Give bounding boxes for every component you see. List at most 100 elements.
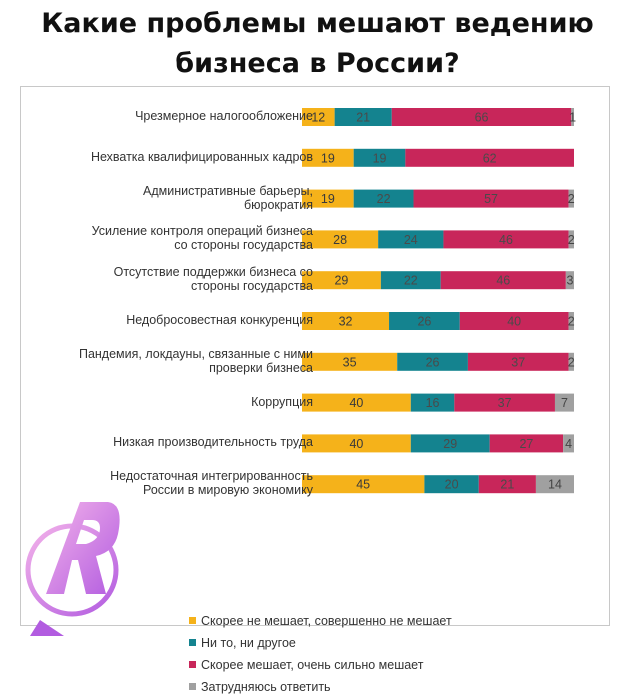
category-label-line: Пандемия, локдауны, связанные с ними bbox=[78, 346, 313, 361]
bar-segment bbox=[302, 271, 381, 290]
category-label-line: проверки бизнеса bbox=[209, 360, 313, 375]
bar-row: 28 24 46 2 bbox=[302, 230, 575, 249]
data-label: 22 bbox=[404, 274, 418, 288]
bar-row: 12 21 66 1 bbox=[302, 108, 576, 126]
bar-segment bbox=[440, 271, 566, 290]
legend-label: Затрудняюсь ответить bbox=[201, 680, 331, 694]
bar-segment bbox=[568, 189, 574, 208]
category-label: Чрезмерное налогообложение bbox=[43, 109, 313, 123]
data-label: 2 bbox=[568, 315, 575, 329]
bar-segment bbox=[410, 434, 490, 453]
category-label-line: Недостаточная интегрированность bbox=[110, 469, 313, 484]
category-label-line: Чрезмерное налогообложение bbox=[135, 109, 313, 123]
category-label-line: Коррупция bbox=[251, 394, 313, 409]
bar-segment bbox=[563, 434, 574, 453]
category-label-line: Недобросовестная конкуренция bbox=[126, 313, 313, 327]
bar-segment bbox=[535, 475, 574, 494]
bar-row: 35 26 37 2 bbox=[302, 352, 575, 371]
data-label: 12 bbox=[311, 111, 325, 125]
data-label: 37 bbox=[498, 396, 512, 410]
data-label: 62 bbox=[483, 151, 497, 165]
category-label: Коррупция bbox=[43, 395, 313, 409]
bar-row: 19 19 62 bbox=[302, 148, 574, 167]
bar-segment bbox=[568, 312, 574, 330]
data-label: 29 bbox=[334, 274, 348, 288]
category-label-line: России в мировую экономику bbox=[143, 483, 313, 498]
bar-segment bbox=[334, 108, 392, 126]
bar-segment bbox=[459, 312, 569, 330]
legend-swatch bbox=[189, 617, 196, 624]
bar-row: 19 22 57 2 bbox=[302, 189, 575, 208]
data-label: 16 bbox=[426, 396, 440, 410]
data-label: 46 bbox=[496, 274, 510, 288]
data-label: 2 bbox=[568, 355, 575, 369]
bar-segment bbox=[378, 230, 444, 249]
category-label-line: Административные барьеры, bbox=[142, 183, 313, 198]
data-label: 19 bbox=[321, 151, 335, 165]
bar-segment bbox=[568, 352, 574, 371]
bar-segment bbox=[302, 230, 379, 249]
bar-segment bbox=[571, 108, 574, 126]
data-label: 26 bbox=[426, 355, 440, 369]
data-label: 21 bbox=[356, 111, 370, 125]
data-label: 21 bbox=[500, 478, 514, 492]
bar-segment bbox=[405, 148, 574, 167]
legend-swatch bbox=[189, 683, 196, 690]
category-label: Отсутствие поддержки бизнеса со стороны г… bbox=[43, 265, 313, 293]
legend-swatch bbox=[189, 661, 196, 668]
data-label: 40 bbox=[349, 396, 363, 410]
category-label: Административные барьеры, бюрократия bbox=[43, 184, 313, 212]
bar-segment bbox=[424, 475, 479, 494]
category-label-line: Нехватка квалифицированных кадров bbox=[90, 149, 313, 164]
bar-segment bbox=[302, 434, 411, 453]
bar-segment bbox=[413, 189, 569, 208]
data-label: 27 bbox=[519, 437, 533, 451]
category-label-line: Усиление контроля операций бизнеса bbox=[91, 224, 313, 239]
bar-segment bbox=[467, 352, 569, 371]
category-label-line: бюрократия bbox=[243, 197, 313, 212]
bar-row: 45 20 21 14 bbox=[302, 475, 574, 494]
bar-segment bbox=[489, 434, 564, 453]
chart-title-line2: бизнеса в России? bbox=[175, 48, 460, 79]
bar-segment bbox=[443, 230, 569, 249]
legend-label: Скорее мешает, очень сильно мешает bbox=[201, 658, 424, 672]
data-label: 46 bbox=[499, 233, 513, 247]
category-label-line: стороны государства bbox=[191, 279, 313, 294]
chart-title: Какие проблемы мешают ведению бизнеса в … bbox=[0, 4, 635, 84]
bar-row: 40 29 27 4 bbox=[302, 434, 574, 453]
data-label: 14 bbox=[548, 478, 562, 492]
category-label: Недобросовестная конкуренция bbox=[43, 313, 313, 327]
data-label: 22 bbox=[377, 192, 391, 206]
data-label: 26 bbox=[417, 315, 431, 329]
bar-segment bbox=[353, 189, 414, 208]
data-label: 45 bbox=[356, 478, 370, 492]
bar-segment bbox=[554, 393, 574, 412]
bar-segment bbox=[568, 230, 574, 249]
bar-segment bbox=[478, 475, 536, 494]
data-label: 28 bbox=[333, 233, 347, 247]
data-label: 7 bbox=[561, 396, 568, 410]
category-label-line: со стороны государства bbox=[174, 238, 313, 253]
data-label: 29 bbox=[443, 437, 457, 451]
bar-segment bbox=[380, 271, 441, 290]
bar-segment bbox=[302, 189, 354, 208]
bar-row: 32 26 40 2 bbox=[302, 312, 575, 330]
data-label: 35 bbox=[343, 355, 357, 369]
data-label: 2 bbox=[568, 233, 575, 247]
data-label: 57 bbox=[484, 192, 498, 206]
data-label: 24 bbox=[404, 233, 418, 247]
data-label: 19 bbox=[321, 192, 335, 206]
data-label: 66 bbox=[475, 111, 489, 125]
bar-segment bbox=[454, 393, 555, 412]
bar-segment bbox=[353, 148, 406, 167]
bar-segment bbox=[302, 352, 398, 371]
data-label: 19 bbox=[373, 151, 387, 165]
category-label: Нехватка квалифицированных кадров bbox=[43, 150, 313, 164]
bar-segment bbox=[389, 312, 460, 330]
category-label: Пандемия, локдауны, связанные с ними пров… bbox=[43, 347, 313, 375]
data-label: 1 bbox=[569, 111, 576, 125]
legend-label: Ни то, ни другое bbox=[201, 636, 296, 650]
bar-segment bbox=[302, 312, 390, 330]
legend-swatch bbox=[189, 639, 196, 646]
